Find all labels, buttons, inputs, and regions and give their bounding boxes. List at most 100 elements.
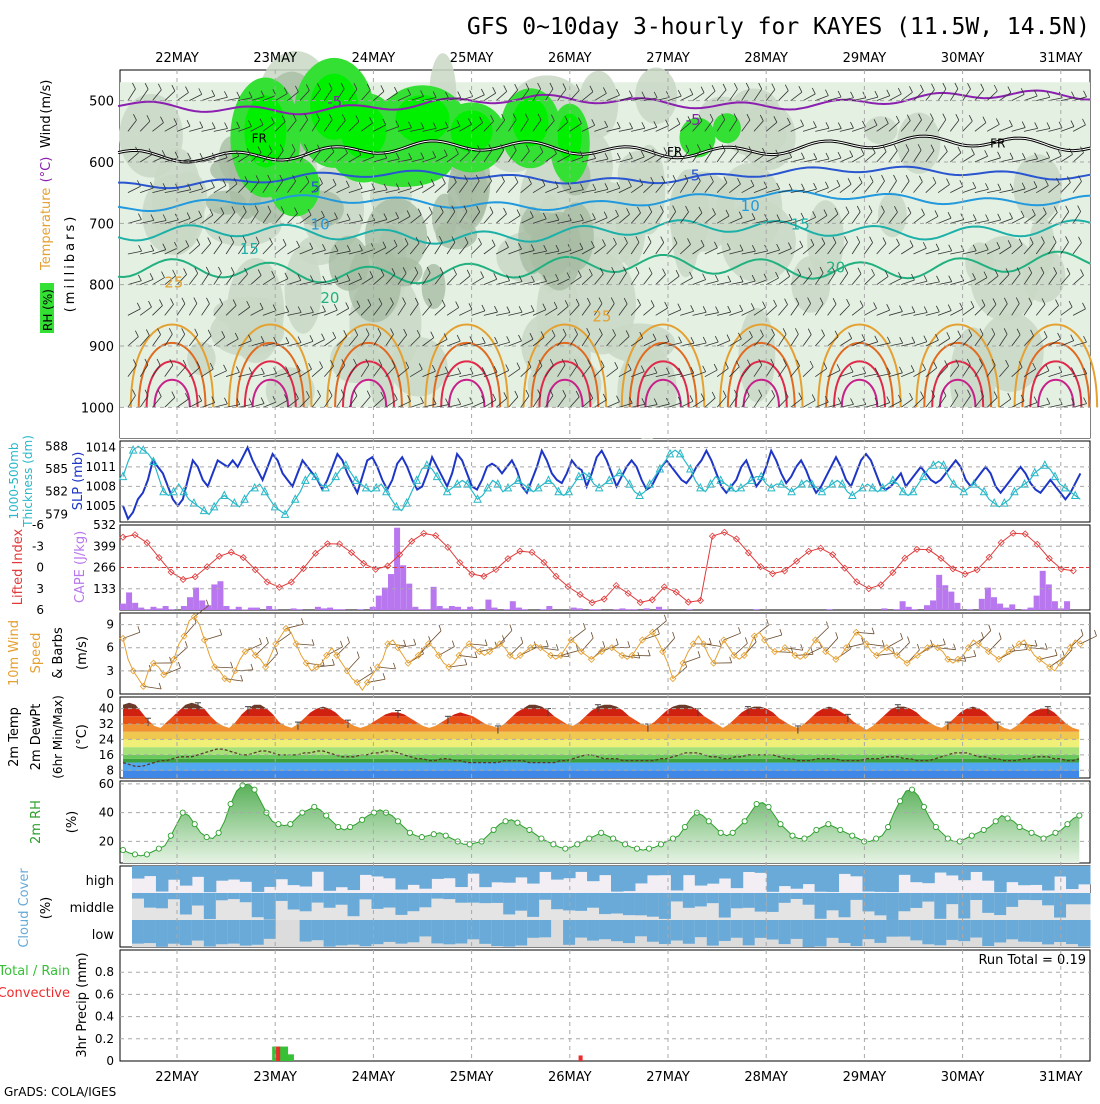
rh-fill-dark <box>365 198 427 274</box>
cloud-cell <box>240 893 252 902</box>
cape-bar <box>315 607 321 610</box>
rh2m-marker <box>228 801 233 806</box>
cloud-cell <box>886 893 898 920</box>
cape-bar <box>150 607 156 610</box>
cape-bar <box>382 588 388 610</box>
cloud-cell <box>731 893 743 908</box>
cloud-cell <box>958 893 970 919</box>
panel-frame-7 <box>120 950 1090 1061</box>
cloud-level-label: middle <box>70 901 114 916</box>
temp-ylabel-2: (6hr Min/Max) <box>51 695 65 779</box>
day-label-top: 23MAY <box>253 51 297 66</box>
cloud-cell <box>934 920 946 945</box>
rh2m-marker <box>599 830 604 835</box>
cloud-cell <box>695 866 707 886</box>
cape-bar <box>577 608 583 610</box>
rh2m-marker <box>395 819 400 824</box>
wind10m-tick: 0 <box>106 687 114 701</box>
cloud-cell <box>312 920 324 940</box>
cloud-cell <box>168 893 180 899</box>
cape-bar <box>431 587 437 610</box>
slp-tick: 1005 <box>85 499 116 513</box>
cape-bar <box>181 606 187 610</box>
cloud-cell <box>994 866 1006 892</box>
cloud-cell <box>228 866 240 880</box>
cape-bar <box>979 599 985 610</box>
cloud-cell <box>910 920 922 940</box>
cloud-cell <box>874 920 886 943</box>
cloud-cell <box>479 866 491 887</box>
cloud-gray-fill <box>551 920 563 947</box>
cloud-cell <box>743 920 755 945</box>
cloud-cell <box>455 866 467 887</box>
rh2m-marker <box>718 830 723 835</box>
contour-label: FR <box>990 136 1005 150</box>
thickness-ylabel: Thickness (dm) <box>21 435 35 528</box>
rh2m-marker <box>276 822 281 827</box>
cloud-cell <box>647 893 659 917</box>
cloud-cell <box>551 893 563 909</box>
cape-bar <box>163 606 169 610</box>
day-label-bottom: 24MAY <box>352 1070 396 1085</box>
contour-label: -5 <box>327 93 342 111</box>
cloud-cell <box>767 920 779 940</box>
contour-label: 15 <box>240 240 259 258</box>
cape-tick: 399 <box>93 539 116 553</box>
temp-band <box>120 732 1090 740</box>
cape-bar <box>1034 596 1040 610</box>
thickness-tick: 579 <box>45 507 68 521</box>
cloud-cell <box>419 893 431 907</box>
rh2m-marker <box>491 827 496 832</box>
temp-tick: 8 <box>106 763 114 777</box>
cloud-cell <box>874 866 886 892</box>
rh2m-marker <box>634 846 639 851</box>
wind10m-ylabel-1-group: Speed <box>29 633 44 674</box>
day-label-bottom: 22MAY <box>155 1070 199 1085</box>
cloud-cell <box>1078 893 1090 904</box>
cape-bar <box>632 609 638 610</box>
cape-bar <box>522 609 528 610</box>
cloud-gray-fill <box>288 920 300 947</box>
upper-air-ylabel-part: Wind <box>39 115 54 148</box>
cloud-cell <box>455 920 467 944</box>
precip-total-bar <box>284 1054 294 1061</box>
rh2m-marker <box>838 827 843 832</box>
rh2m-marker <box>670 836 675 841</box>
cloud-cell <box>815 893 827 919</box>
thickness-tick: 585 <box>45 462 68 476</box>
cape-bar <box>619 608 625 610</box>
rh2m-marker <box>611 836 616 841</box>
cloud-cell <box>324 920 336 947</box>
cloud-cell <box>779 920 791 944</box>
cloud-cell <box>1018 920 1030 942</box>
temp-ylabel-1: 2m DewPt <box>29 704 44 771</box>
cloud-cell <box>635 893 647 915</box>
cloud-cell <box>252 866 264 892</box>
cape-bar <box>644 608 650 610</box>
cloud-cell <box>994 920 1006 942</box>
cloud-cell <box>156 893 168 908</box>
panel-frame-1 <box>120 441 1090 522</box>
cloud-cell <box>587 893 599 908</box>
day-label-bottom: 27MAY <box>646 1070 690 1085</box>
cloud-cell <box>132 920 144 944</box>
cloud-cell <box>970 866 982 872</box>
precip-tick: 0.2 <box>95 1032 114 1046</box>
cloud-cell <box>372 920 384 944</box>
upper-air-ylabel-part: Temperature <box>39 188 54 271</box>
rh2m-marker <box>252 787 257 792</box>
cloud-cell <box>419 920 431 936</box>
cloud-cell <box>791 920 803 939</box>
wind10m-tick: 3 <box>106 664 114 678</box>
cloud-cell <box>395 893 407 915</box>
cape-bar <box>120 604 126 610</box>
cloud-cell <box>336 866 348 887</box>
cloud-cell <box>276 893 288 901</box>
contour-label: FR <box>252 131 267 145</box>
slp-ylabel-group: SLP (mb) <box>71 452 86 511</box>
cloud-cell <box>647 920 659 942</box>
contour-label: -5 <box>686 111 701 129</box>
rh2m-marker <box>754 801 759 806</box>
upper-air-unit-group: (millibars) <box>63 214 78 313</box>
cape-bar <box>613 609 619 610</box>
